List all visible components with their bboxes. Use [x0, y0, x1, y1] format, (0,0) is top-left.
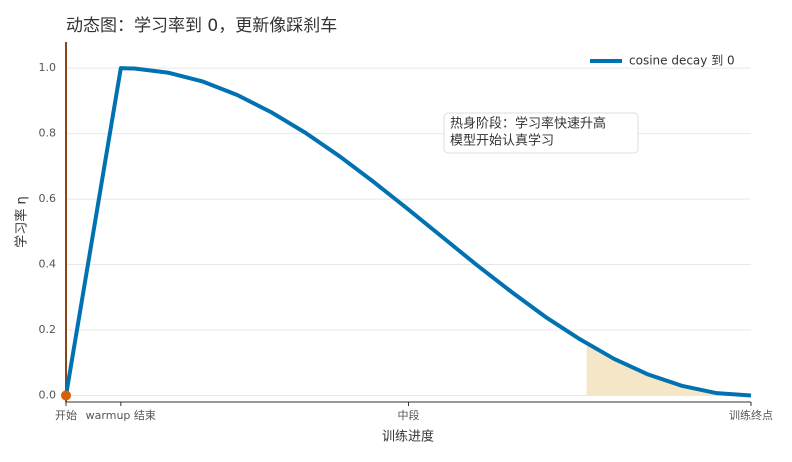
x-tick-label: warmup 结束 — [86, 409, 156, 422]
legend-label: cosine decay 到 0 — [629, 54, 735, 68]
y-tick-label: 0.2 — [39, 323, 57, 336]
x-tick-label: 训练终点 — [729, 408, 773, 422]
highlight-area — [586, 343, 751, 396]
x-tick-label: 开始 — [55, 408, 77, 422]
line — [64, 66, 752, 398]
x-tick-label: 中段 — [398, 408, 420, 422]
y-tick-label: 0.8 — [39, 127, 57, 140]
chart-title: 动态图：学习率到 0，更新像踩刹车 — [66, 16, 337, 36]
annotation-box — [443, 112, 639, 154]
y-tick-label: 0.4 — [39, 258, 57, 271]
y-tick-label: 0.6 — [39, 192, 57, 205]
annotation-text: 模型开始认真学习 — [450, 133, 554, 149]
y-tick-label: 1.0 — [39, 61, 57, 74]
x-axis-label: 训练进度 — [382, 429, 434, 445]
y-tick-label: 0.0 — [39, 388, 57, 401]
y-axis-label: 学习率 η — [14, 196, 30, 247]
annotation-text: 热身阶段：学习率快速升高 — [450, 116, 606, 132]
start-marker — [61, 390, 71, 401]
